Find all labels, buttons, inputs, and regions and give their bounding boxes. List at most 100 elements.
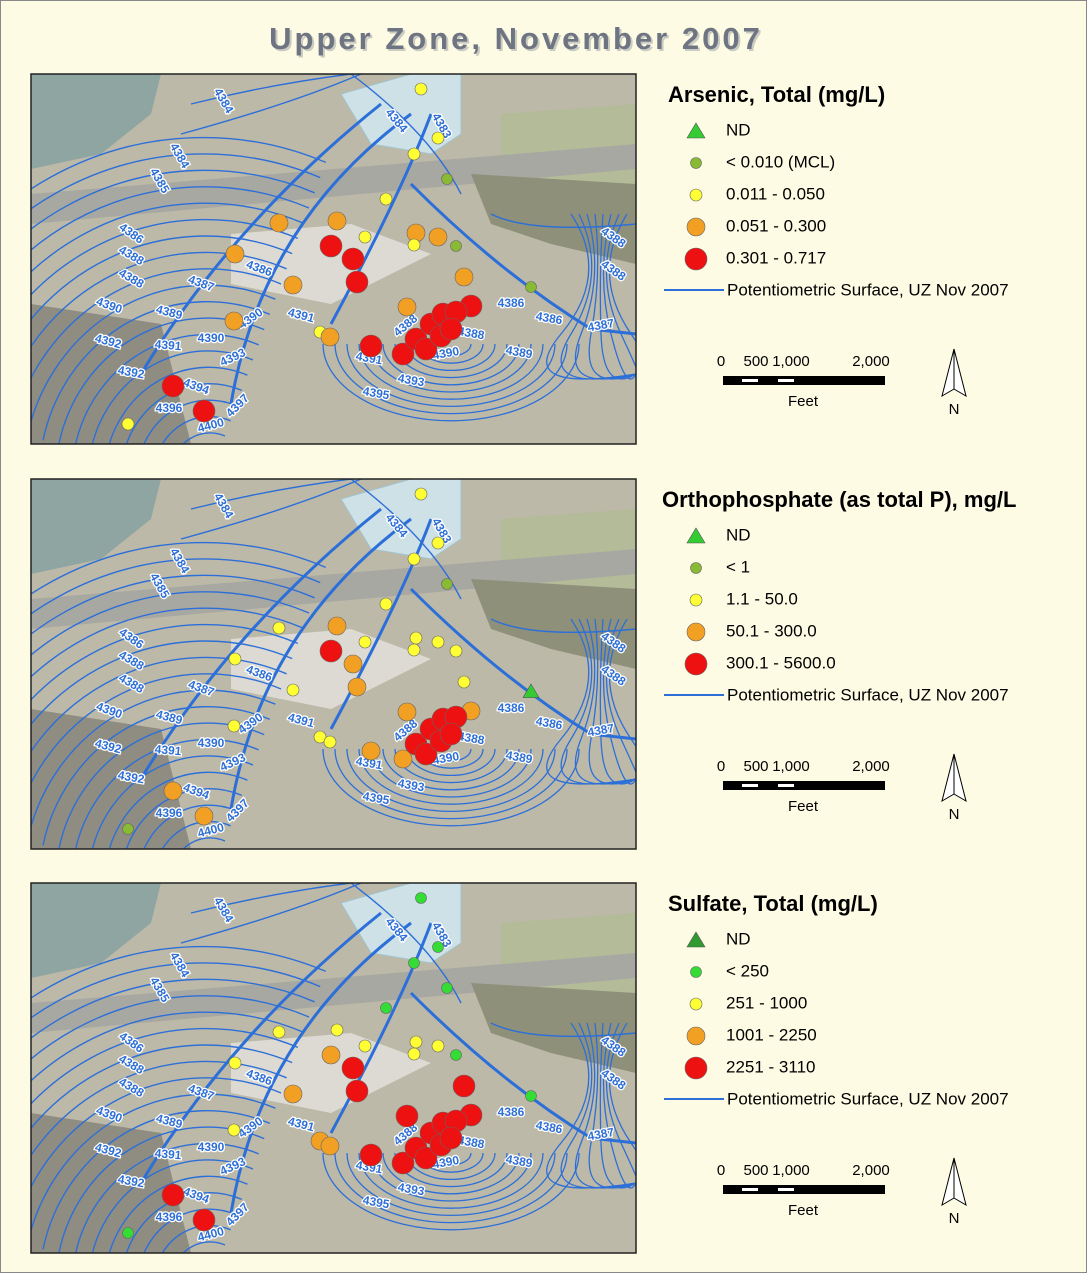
scale-label: 0: [717, 353, 725, 370]
scale-unit: Feet: [788, 798, 819, 815]
legend-label: < 250: [726, 961, 769, 980]
sample-well: [455, 268, 473, 286]
sample-well: [226, 245, 244, 263]
legend: Orthophosphate (as total P), mg/LND< 11.…: [662, 487, 1016, 823]
sample-well: [123, 1228, 134, 1239]
sample-well: [344, 655, 362, 673]
legend-title: Sulfate, Total (mg/L): [668, 891, 878, 916]
sample-well: [123, 824, 134, 835]
sample-well: [410, 1036, 422, 1048]
scale-label: 1,000: [772, 1162, 810, 1179]
scale-label: 2,000: [852, 353, 890, 370]
scale-label: 500: [743, 353, 768, 370]
legend-symbol: [691, 967, 702, 978]
legend-symbol: [685, 1057, 707, 1079]
contour-label: 4386: [498, 1105, 525, 1119]
legend-symbol: [685, 248, 707, 270]
map: 4384438443854386438843884387439043894391…: [1, 74, 653, 466]
title: Upper Zone, November 2007: [269, 21, 763, 56]
north-arrow: [954, 349, 966, 396]
sample-well: [453, 1075, 475, 1097]
scale-label: 2,000: [852, 1162, 890, 1179]
legend-label: ND: [726, 929, 751, 948]
legend-label: Potentiometric Surface, UZ Nov 2007: [727, 1089, 1009, 1108]
sample-well: [229, 1057, 241, 1069]
sample-well: [162, 1184, 184, 1206]
legend-label: ND: [726, 525, 751, 544]
scale-label: 0: [717, 758, 725, 775]
sample-well: [225, 312, 243, 330]
legend-label: 300.1 - 5600.0: [726, 653, 836, 672]
contour-label: 4391: [154, 742, 182, 758]
map-layers: 4384438443854386438843884387439043894391…: [1, 74, 653, 466]
legend-symbol: [691, 158, 702, 169]
sample-well: [320, 640, 342, 662]
sample-well: [408, 644, 420, 656]
legend-title: Arsenic, Total (mg/L): [668, 82, 885, 107]
sample-well: [380, 193, 392, 205]
sample-well: [451, 1050, 462, 1061]
sample-well: [229, 653, 241, 665]
sample-well: [321, 1137, 339, 1155]
legend-symbol: [690, 998, 702, 1010]
legend-label: 0.011 - 0.050: [726, 184, 825, 203]
sample-well: [360, 1144, 382, 1166]
scale-unit: Feet: [788, 1202, 819, 1219]
map: 4384438443854386438843884387439043894391…: [1, 479, 653, 871]
sample-well: [440, 1127, 462, 1149]
sample-well: [359, 231, 371, 243]
sample-well: [415, 488, 427, 500]
scale-label: 1,000: [772, 758, 810, 775]
legend-symbol: [685, 653, 707, 675]
sample-well: [273, 622, 285, 634]
scale-label: 500: [743, 758, 768, 775]
sample-well: [193, 400, 215, 422]
north-arrow: [954, 754, 966, 801]
legend-symbol: [687, 932, 705, 947]
contour-label: 4390: [198, 331, 225, 345]
legend-symbol: [687, 623, 705, 641]
sample-well: [270, 214, 288, 232]
contour-label: 4396: [156, 401, 183, 415]
north-arrow: [954, 1158, 966, 1205]
contour-label: 4396: [156, 1210, 183, 1224]
north-arrow: [942, 754, 954, 801]
sample-well: [321, 328, 339, 346]
scale-seg: [742, 379, 758, 382]
legend-label: < 0.010 (MCL): [726, 152, 835, 171]
legend-symbol: [687, 123, 705, 138]
legend-label: Potentiometric Surface, UZ Nov 2007: [727, 685, 1009, 704]
sample-well: [362, 742, 380, 760]
sample-well: [284, 276, 302, 294]
sample-well: [346, 1080, 368, 1102]
page: Upper Zone, November 2007 Upper Zone, No…: [0, 0, 1087, 1273]
sample-well: [450, 645, 462, 657]
sample-well: [408, 553, 420, 565]
sample-well: [328, 212, 346, 230]
sample-well: [409, 958, 420, 969]
sample-well: [228, 720, 240, 732]
north-label: N: [949, 806, 960, 823]
sample-well: [359, 1040, 371, 1052]
map: 4384438443854386438843884387439043894391…: [1, 883, 653, 1272]
north-arrow: [942, 349, 954, 396]
legend-symbol: [690, 594, 702, 606]
sample-well: [324, 736, 336, 748]
sample-well: [432, 1040, 444, 1052]
scale-label: 1,000: [772, 353, 810, 370]
sample-well: [273, 1026, 285, 1038]
contour-label: 4391: [154, 1146, 182, 1162]
sample-well: [381, 1003, 392, 1014]
scale-seg: [778, 379, 794, 382]
sample-well: [396, 1105, 418, 1127]
legend-label: 0.301 - 0.717: [726, 248, 826, 267]
sample-well: [342, 1057, 364, 1079]
sample-well: [410, 632, 422, 644]
sample-well: [415, 83, 427, 95]
legend-label: 50.1 - 300.0: [726, 621, 817, 640]
sample-well: [348, 678, 366, 696]
north-label: N: [949, 1210, 960, 1227]
sample-well: [416, 893, 427, 904]
sample-well: [442, 174, 453, 185]
sample-well: [284, 1085, 302, 1103]
